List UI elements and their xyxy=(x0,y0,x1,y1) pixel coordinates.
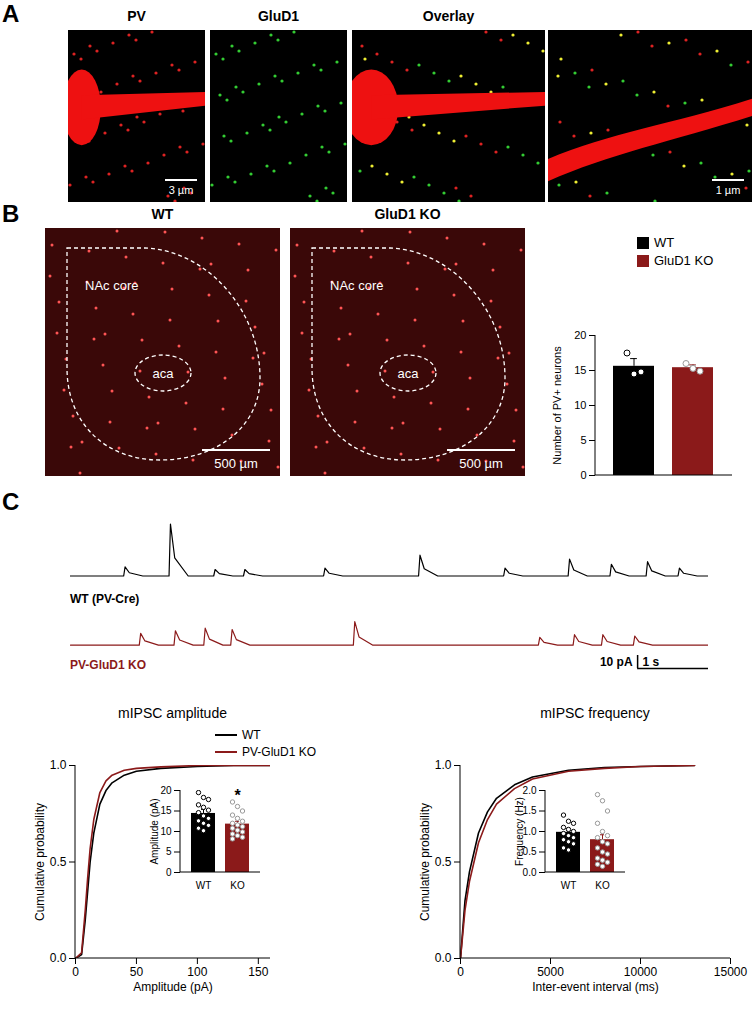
html-text:mIPSC frequency: mIPSC frequency xyxy=(540,705,650,721)
svg-text:5000: 5000 xyxy=(537,965,564,979)
svg-text:NAc core: NAc core xyxy=(330,278,383,293)
svg-text:Amplitude (pA): Amplitude (pA) xyxy=(149,798,160,864)
svg-text:500 µm: 500 µm xyxy=(214,456,258,471)
svg-text:0.0: 0.0 xyxy=(523,867,537,878)
html-text:GluD1: GluD1 xyxy=(257,8,300,24)
html-text:WT: WT xyxy=(242,728,261,742)
svg-text:Inter-event interval (ms): Inter-event interval (ms) xyxy=(532,980,659,994)
svg-text:500 µm: 500 µm xyxy=(459,456,503,471)
html-text:A: A xyxy=(2,0,20,27)
svg-text:15000: 15000 xyxy=(714,965,748,979)
svg-text:10: 10 xyxy=(160,826,172,837)
svg-text:1 s: 1 s xyxy=(643,655,660,669)
svg-text:10: 10 xyxy=(574,399,586,411)
html-text:GluD1 KO: GluD1 KO xyxy=(654,253,714,268)
svg-text:Number of PV+ neurons: Number of PV+ neurons xyxy=(551,346,563,465)
svg-text:0.0: 0.0 xyxy=(50,951,67,965)
svg-text:1 µm: 1 µm xyxy=(716,184,741,196)
svg-text:100: 100 xyxy=(187,965,207,979)
svg-text:0: 0 xyxy=(580,469,586,481)
svg-text:0: 0 xyxy=(457,965,464,979)
svg-text:KO: KO xyxy=(230,880,245,891)
html-text:Overlay: Overlay xyxy=(422,8,475,24)
html-text:B: B xyxy=(2,200,20,227)
svg-text:Cumulative probability: Cumulative probability xyxy=(33,803,47,921)
svg-text:Amplitude (pA): Amplitude (pA) xyxy=(133,980,212,994)
svg-text:3 µm: 3 µm xyxy=(169,184,194,196)
html-text:PV-GluD1 KO: PV-GluD1 KO xyxy=(242,745,316,759)
svg-text:5: 5 xyxy=(580,434,586,446)
svg-text:aca: aca xyxy=(398,366,420,381)
svg-text:1.5: 1.5 xyxy=(523,805,537,816)
svg-text:WT: WT xyxy=(196,880,212,891)
html-text:WT: WT xyxy=(151,206,174,222)
svg-text:10 pA: 10 pA xyxy=(600,655,633,669)
svg-text:*: * xyxy=(234,787,241,804)
svg-text:10000: 10000 xyxy=(624,965,658,979)
svg-text:aca: aca xyxy=(153,366,175,381)
svg-text:0.5: 0.5 xyxy=(523,846,537,857)
svg-text:KO: KO xyxy=(595,880,610,891)
svg-text:20: 20 xyxy=(574,329,586,341)
html-text:WT: WT xyxy=(654,235,675,250)
svg-text:50: 50 xyxy=(130,965,144,979)
svg-text:Cumulative probability: Cumulative probability xyxy=(418,803,432,921)
svg-text:1.0: 1.0 xyxy=(523,826,537,837)
svg-text:1.0: 1.0 xyxy=(435,758,452,772)
svg-text:NAc core: NAc core xyxy=(85,278,138,293)
html-text:WT (PV-Cre): WT (PV-Cre) xyxy=(70,592,140,606)
svg-text:15: 15 xyxy=(160,805,172,816)
svg-text:Frequency (Hz): Frequency (Hz) xyxy=(514,797,525,866)
svg-text:0: 0 xyxy=(166,867,172,878)
svg-text:150: 150 xyxy=(248,965,268,979)
html-text:GluD1 KO: GluD1 KO xyxy=(374,206,441,222)
svg-text:WT: WT xyxy=(561,880,577,891)
svg-text:0: 0 xyxy=(72,965,79,979)
svg-text:20: 20 xyxy=(160,785,172,796)
svg-text:1.0: 1.0 xyxy=(50,758,67,772)
svg-text:5: 5 xyxy=(166,846,172,857)
svg-text:2.0: 2.0 xyxy=(523,785,537,796)
html-text:C: C xyxy=(2,488,20,515)
svg-text:0.0: 0.0 xyxy=(435,951,452,965)
html-text:PV-GluD1 KO: PV-GluD1 KO xyxy=(70,658,146,672)
svg-text:15: 15 xyxy=(574,364,586,376)
html-text:mIPSC amplitude: mIPSC amplitude xyxy=(118,705,227,721)
svg-text:0.5: 0.5 xyxy=(435,855,452,869)
html-text:PV: PV xyxy=(127,8,146,24)
svg-text:0.5: 0.5 xyxy=(50,855,67,869)
